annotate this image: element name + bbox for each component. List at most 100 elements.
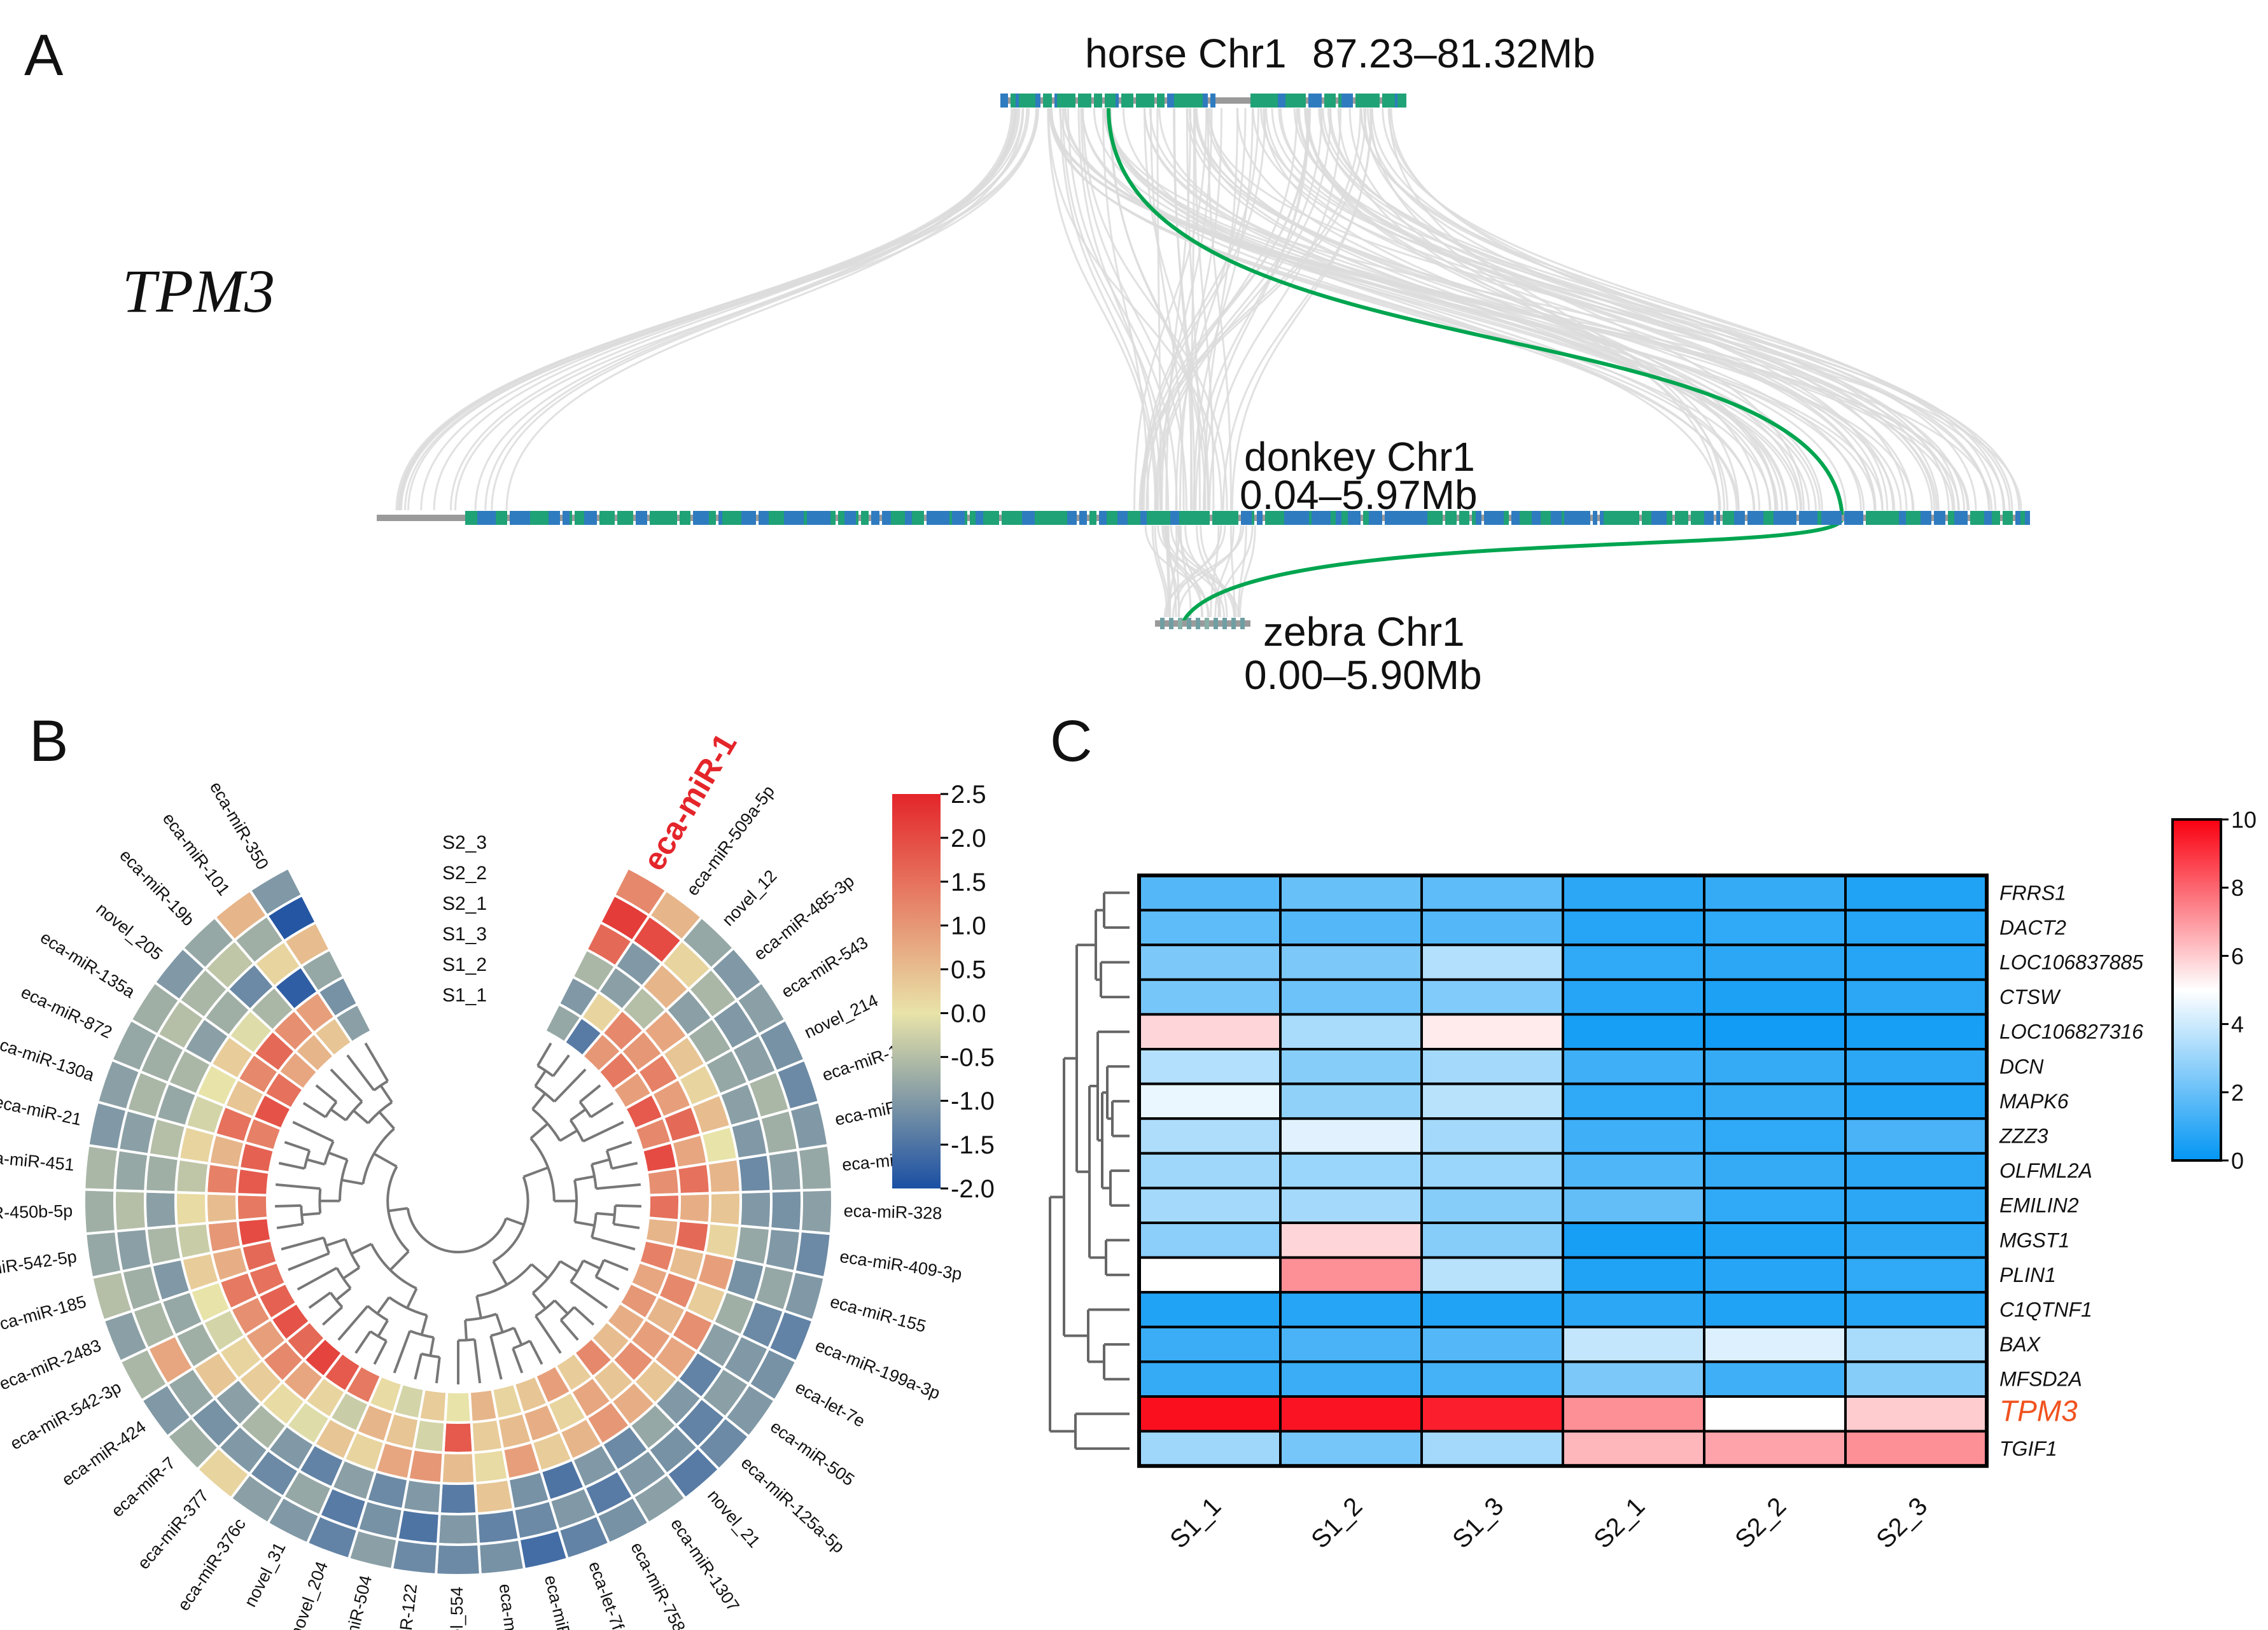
heatmap-cell	[1420, 909, 1564, 947]
heatmap-cell	[1562, 1117, 1705, 1155]
donkey-gene-block	[1212, 511, 1226, 525]
donkey-gene-block	[871, 511, 879, 525]
tree-branch	[379, 1085, 393, 1103]
heatmap-cell	[1562, 1187, 1705, 1225]
heatmap-cell	[1138, 1430, 1282, 1468]
donkey-gene-block	[530, 511, 538, 525]
donkey-gene-block	[1821, 511, 1831, 525]
donkey-gene-block	[1002, 511, 1007, 525]
donkey-gene-block	[1128, 511, 1140, 525]
donkey-gene-block	[912, 511, 924, 525]
donkey-gene-block	[671, 511, 677, 525]
donkey-gene-block	[1886, 511, 1899, 525]
donkey-zebra-link	[1214, 525, 1235, 618]
horse-gene-block	[1167, 94, 1174, 108]
donkey-gene-block	[838, 511, 844, 525]
heatmap-cell	[1420, 1395, 1564, 1433]
tree-branch	[378, 1111, 395, 1130]
heatmap-cell	[1138, 874, 1282, 912]
donkey-gene-block	[1779, 511, 1792, 525]
heatmap-cell	[444, 1390, 473, 1425]
tree-branch	[531, 1092, 547, 1110]
donkey-gene-block	[570, 511, 572, 525]
heatmap-cell	[1279, 1291, 1423, 1328]
heatmap-cell	[248, 866, 304, 918]
heatmap-cell	[1279, 944, 1423, 981]
ring-label: S1_3	[442, 924, 487, 945]
panel-b: B eca-miR-1eca-miR-509a-5pnovel_12eca-mi…	[0, 709, 995, 1630]
tree-arc	[361, 1127, 395, 1185]
donkey-gene-block	[1856, 511, 1863, 525]
tree-branch	[492, 1260, 508, 1286]
donkey-gene-block	[1348, 511, 1361, 525]
colorbar-tick-label: -2.0	[951, 1175, 995, 1203]
panel-c: C FRRS1 DACT2 LOC106837885 CTSW LOC106827316…	[1049, 709, 2257, 1554]
donkey-gene-block	[575, 511, 584, 525]
horse-gene-block	[1397, 94, 1406, 108]
horse-gene-block	[1210, 94, 1215, 108]
donkey-gene-block	[1723, 511, 1734, 525]
donkey-gene-block	[902, 511, 905, 525]
ring-label: S2_2	[442, 863, 487, 884]
tree-branch	[308, 1292, 332, 1309]
colorbar-tick-label: 1.0	[951, 912, 986, 940]
donkey-gene-block	[523, 511, 530, 525]
horse-donkey-link	[1318, 108, 1991, 511]
gene-heatmap	[1137, 874, 1989, 1468]
donkey-gene-block	[751, 511, 756, 525]
tree-branch	[559, 1129, 578, 1142]
donkey-gene-block	[1072, 511, 1077, 525]
mirna-label: eca-miR-2483	[0, 1335, 104, 1393]
donkey-gene-block	[659, 511, 671, 525]
mirna-label: eca-miR-7	[108, 1453, 179, 1521]
heatmap-cell	[1562, 1152, 1705, 1190]
donkey-gene-block	[1414, 511, 1425, 525]
donkey-gene-block	[639, 511, 647, 525]
horse-donkey-link	[1194, 108, 1311, 511]
heatmap-cell	[1703, 1222, 1847, 1259]
heatmap-cell	[1844, 1360, 1988, 1398]
horse-gene-block	[1019, 94, 1026, 108]
colorbar-tick-label: 2.5	[951, 781, 986, 809]
heatmap-cell	[1703, 1048, 1847, 1085]
horse-gene-block	[1253, 94, 1257, 108]
donkey-gene-block	[556, 511, 560, 525]
donkey-gene-block	[657, 511, 659, 525]
donkey-gene-block	[970, 511, 976, 525]
heatmap-cell	[1138, 1325, 1282, 1363]
tree-arc	[573, 1180, 578, 1222]
heatmap-cell	[1138, 1187, 1282, 1225]
donkey-gene-block	[722, 511, 736, 525]
donkey-gene-block	[1734, 511, 1738, 525]
heatmap-cell	[1844, 1325, 1988, 1363]
donkey-range-label: 0.04–5.97Mb	[1240, 472, 1478, 518]
heatmap-cell	[1420, 1360, 1564, 1398]
donkey-gene-block	[1562, 511, 1564, 525]
heatmap-cell	[438, 1482, 479, 1515]
horse-donkey-link	[1388, 108, 1725, 511]
donkey-gene-block	[1658, 511, 1667, 525]
tree-branch	[297, 1267, 338, 1291]
colorbar-tick-label: -1.0	[951, 1087, 995, 1115]
heatmap-cell	[1562, 1013, 1705, 1051]
horse-gene-block	[1341, 94, 1353, 108]
tree-branch	[354, 1330, 372, 1354]
ring-label: S1_2	[442, 954, 487, 975]
gene-label: MFSD2A	[1999, 1368, 2082, 1391]
heatmap-cell	[1703, 1430, 1847, 1468]
tree-branch	[535, 1315, 562, 1354]
heatmap-cell	[1420, 978, 1564, 1016]
horse-donkey-link	[1208, 108, 1784, 511]
donkey-gene-block	[1170, 511, 1179, 525]
heatmap-cell	[113, 1148, 150, 1193]
horse-donkey-link	[1067, 108, 1178, 511]
donkey-gene-block	[1752, 511, 1763, 525]
tree-branch	[613, 1223, 640, 1230]
gene-label: TGIF1	[1999, 1437, 2057, 1460]
donkey-gene-block	[599, 511, 606, 525]
heatmap-cell	[1703, 978, 1847, 1016]
heatmap-cell	[1562, 1360, 1705, 1398]
horse-donkey-link	[1305, 108, 1761, 511]
donkey-gene-block	[1667, 511, 1672, 525]
ring-label: S2_3	[442, 832, 487, 853]
